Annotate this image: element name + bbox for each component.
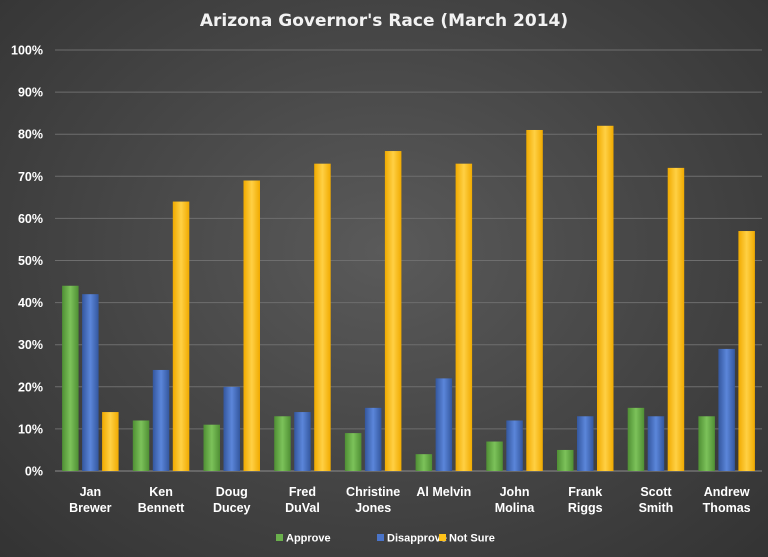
bar-approve	[627, 407, 645, 471]
bar-approve	[62, 285, 79, 471]
bar-disapprove	[506, 420, 523, 471]
x-category-label: Fred	[289, 485, 316, 499]
y-tick-label: 10%	[18, 422, 43, 436]
bar-not-sure	[455, 163, 473, 472]
bar-not-sure	[526, 129, 543, 472]
bar-not-sure	[597, 125, 614, 471]
legend-swatch	[439, 534, 446, 541]
bars	[62, 125, 755, 472]
y-tick-label: 20%	[18, 380, 43, 394]
y-tick-label: 30%	[18, 338, 43, 352]
x-category-label: Doug	[216, 485, 248, 499]
bar-approve	[415, 454, 433, 471]
x-category-label: Riggs	[568, 501, 603, 515]
bar-disapprove	[435, 378, 453, 471]
bar-disapprove	[718, 348, 735, 471]
bar-disapprove	[294, 412, 311, 471]
bar-approve	[274, 416, 291, 471]
y-tick-label: 0%	[25, 465, 43, 479]
x-category-label: Al Melvin	[416, 485, 471, 499]
y-tick-label: 80%	[18, 128, 43, 142]
x-category-label: DuVal	[285, 501, 320, 515]
bar-not-sure	[243, 180, 260, 471]
bar-disapprove	[577, 416, 594, 471]
legend-swatch	[276, 534, 283, 541]
bar-disapprove	[82, 294, 99, 471]
bar-approve	[344, 433, 362, 471]
legend-label: Approve	[286, 533, 331, 545]
y-tick-label: 90%	[18, 86, 43, 100]
x-category-label: Scott	[640, 485, 672, 499]
x-category-label: Thomas	[703, 501, 751, 515]
bar-disapprove	[152, 369, 170, 471]
x-category-label: Christine	[346, 485, 400, 499]
x-axis-labels: Jan Brewer Ken Bennett Doug Ducey Fred DuVal Chr…	[69, 485, 750, 515]
x-category-label: Molina	[495, 501, 536, 515]
bar-disapprove	[223, 386, 240, 471]
chart-title: Arizona Governor's Race (March 2014)	[200, 11, 568, 31]
y-tick-label: 100%	[11, 44, 43, 58]
bar-not-sure	[172, 201, 190, 471]
x-category-label: Jan	[80, 485, 102, 499]
x-category-label: Andrew	[704, 485, 750, 499]
y-tick-label: 70%	[18, 170, 43, 184]
x-category-label: John	[500, 485, 530, 499]
y-tick-label: 50%	[18, 254, 43, 268]
x-category-label: Ken	[149, 485, 173, 499]
bar-not-sure	[384, 151, 402, 472]
legend-label: Not Sure	[449, 533, 495, 545]
y-tick-label: 40%	[18, 296, 43, 310]
bar-approve	[486, 441, 503, 471]
bar-not-sure	[667, 167, 685, 471]
bar-disapprove	[364, 407, 382, 471]
bar-approve	[698, 416, 715, 471]
y-axis-ticks: 0% 10% 20% 30% 40% 50% 60% 70% 80% 90% 100%	[11, 44, 43, 479]
y-tick-label: 60%	[18, 212, 43, 226]
bar-approve	[132, 420, 150, 471]
legend: Approve Disapprove Not Sure	[276, 533, 495, 545]
x-category-label: Frank	[568, 485, 602, 499]
bar-approve	[557, 449, 574, 471]
bar-not-sure	[102, 412, 119, 471]
bar-not-sure	[314, 163, 331, 472]
x-category-label: Ducey	[213, 501, 251, 515]
legend-label: Disapprove	[387, 533, 447, 545]
x-category-label: Brewer	[69, 501, 112, 515]
x-category-label: Smith	[639, 501, 674, 515]
bar-approve	[203, 424, 220, 471]
bar-not-sure	[738, 231, 755, 471]
x-category-label: Jones	[355, 501, 391, 515]
x-category-label: Bennett	[138, 501, 185, 515]
bar-disapprove	[647, 416, 665, 471]
legend-swatch	[377, 534, 384, 541]
